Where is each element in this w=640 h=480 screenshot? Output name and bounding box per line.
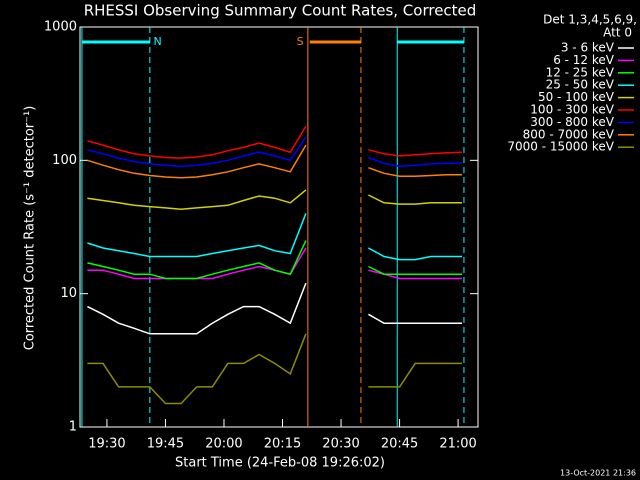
y-axis-label: Corrected Count Rate (s⁻¹ detector⁻¹)	[23, 106, 38, 351]
legend-label: 100 - 300 keV	[530, 103, 614, 117]
x-tick-label: 21:00	[439, 437, 476, 452]
legend-title: Att 0	[603, 26, 632, 40]
y-tick-label: 100	[52, 153, 77, 168]
legend-label: 25 - 50 keV	[546, 78, 615, 92]
x-tick-label: 20:00	[205, 437, 242, 452]
x-tick-label: 20:15	[264, 437, 301, 452]
series-line	[87, 144, 462, 179]
x-tick-label: 20:30	[322, 437, 359, 452]
y-tick-label: 10	[60, 286, 77, 301]
y-tick-label: 1000	[44, 20, 77, 35]
legend-label: 800 - 7000 keV	[523, 127, 615, 141]
series-line	[87, 213, 462, 261]
x-axis-label: Start Time (24-Feb-08 19:26:02)	[175, 456, 385, 471]
legend-label: 300 - 800 keV	[530, 115, 614, 129]
series-line	[87, 333, 462, 405]
mode-label: S	[297, 35, 304, 48]
legend-title: Det 1,3,4,5,6,9,	[543, 13, 637, 27]
legend-label: 6 - 12 keV	[553, 53, 615, 67]
y-tick-label: 1	[69, 420, 77, 435]
x-tick-label: 20:45	[381, 437, 418, 452]
x-tick-label: 19:45	[147, 437, 184, 452]
series-line	[87, 189, 462, 210]
series-line	[87, 282, 462, 335]
footer: 13-Oct-2021 21:36	[560, 469, 636, 478]
x-tick-label: 19:30	[88, 437, 125, 452]
legend-label: 50 - 100 keV	[538, 90, 615, 104]
legend-label: 12 - 25 keV	[546, 65, 615, 79]
series-line	[87, 240, 462, 280]
series-line	[87, 136, 462, 168]
chart-title: RHESSI Observing Summary Count Rates, Co…	[84, 2, 477, 20]
series-line	[87, 125, 463, 159]
legend-label: 7000 - 15000 keV	[507, 140, 614, 154]
plot-frame	[79, 26, 479, 428]
legend-label: 3 - 6 keV	[561, 41, 615, 55]
mode-label: N	[154, 35, 162, 48]
